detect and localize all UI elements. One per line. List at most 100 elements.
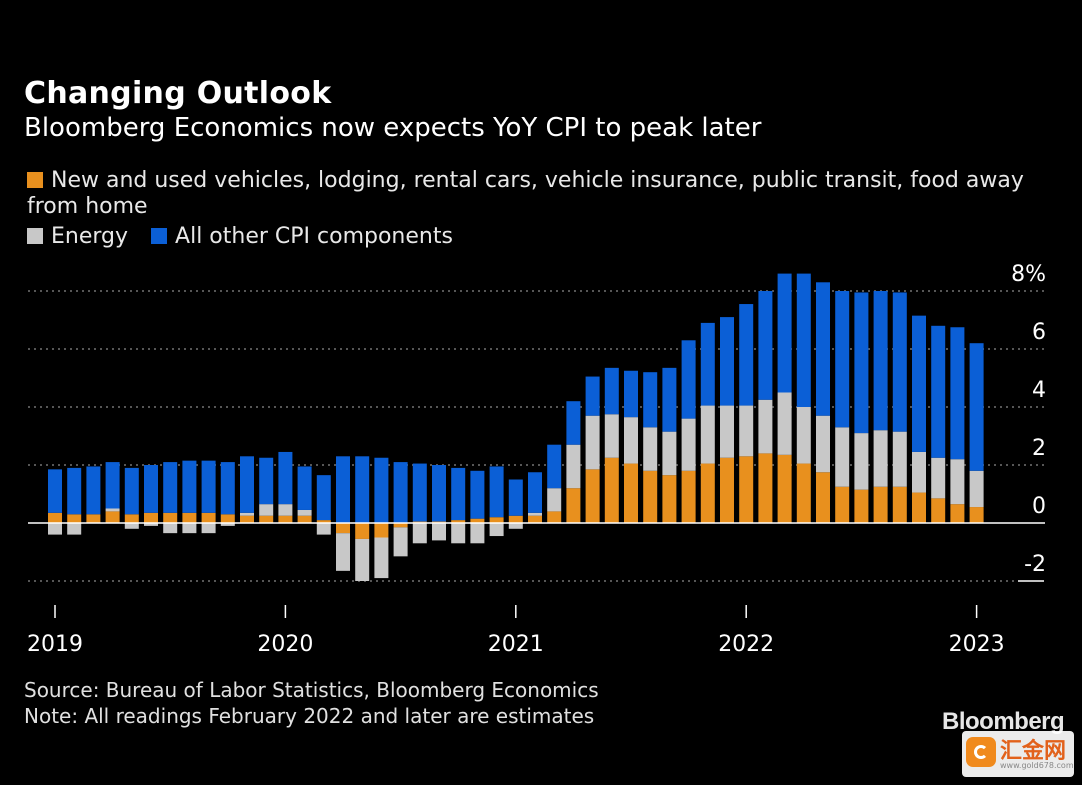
bar-vehicles-18 xyxy=(393,523,408,528)
bar-energy-17 xyxy=(374,537,389,579)
bar-energy-7 xyxy=(182,523,197,534)
bar-energy-8 xyxy=(201,523,216,534)
bar-energy-48 xyxy=(969,470,984,508)
x-tick-label-2022: 2022 xyxy=(718,632,774,657)
bar-energy-23 xyxy=(489,523,504,537)
y-tick-label-1: 6 xyxy=(1032,320,1046,345)
bar-other-23 xyxy=(489,466,504,518)
watermark-url: www.gold678.com xyxy=(1000,761,1074,770)
bar-energy-5 xyxy=(144,523,158,526)
bar-energy-24 xyxy=(508,523,523,529)
bar-vehicles-38 xyxy=(777,454,792,523)
bar-vehicles-12 xyxy=(278,515,293,523)
bar-vehicles-34 xyxy=(700,463,715,523)
bar-vehicles-44 xyxy=(892,486,907,523)
bar-energy-13 xyxy=(297,509,312,516)
y-tick-label-0: 8% xyxy=(1011,262,1046,287)
bar-vehicles-19 xyxy=(412,521,427,523)
bar-vehicles-15 xyxy=(336,523,350,534)
bar-energy-12 xyxy=(278,504,293,516)
bar-vehicles-30 xyxy=(624,463,638,523)
bar-vehicles-29 xyxy=(604,457,619,523)
bar-other-22 xyxy=(470,470,485,519)
bar-layer xyxy=(48,273,984,581)
bar-other-27 xyxy=(566,401,581,445)
chart-subtitle: Bloomberg Economics now expects YoY CPI … xyxy=(24,113,762,143)
bar-vehicles-37 xyxy=(758,453,773,523)
bar-other-4 xyxy=(124,467,139,515)
bar-other-28 xyxy=(585,376,600,416)
bar-energy-39 xyxy=(796,407,811,464)
bar-other-31 xyxy=(643,372,658,428)
bar-other-32 xyxy=(662,367,677,432)
bar-vehicles-27 xyxy=(566,488,581,523)
bar-other-12 xyxy=(278,451,293,505)
bar-vehicles-24 xyxy=(508,515,523,523)
chart-title: Changing Outlook xyxy=(24,76,332,111)
bar-energy-11 xyxy=(259,504,274,516)
bar-other-16 xyxy=(355,456,370,523)
bar-energy-3 xyxy=(105,508,120,512)
bar-other-13 xyxy=(297,466,312,510)
bar-other-15 xyxy=(336,456,350,523)
bar-vehicles-45 xyxy=(912,492,926,523)
bar-energy-28 xyxy=(585,415,600,470)
bar-other-48 xyxy=(969,343,984,471)
bar-energy-10 xyxy=(240,512,254,516)
bar-other-43 xyxy=(873,291,888,431)
bar-vehicles-14 xyxy=(316,520,331,523)
bar-vehicles-13 xyxy=(297,515,312,523)
bar-other-24 xyxy=(508,479,523,516)
bar-vehicles-48 xyxy=(969,507,984,523)
bar-other-14 xyxy=(316,475,331,521)
bar-energy-1 xyxy=(67,523,82,535)
bar-energy-30 xyxy=(624,417,638,464)
bar-vehicles-5 xyxy=(144,512,158,523)
bar-vehicles-7 xyxy=(182,512,197,523)
legend-label-energy: Energy xyxy=(51,224,129,249)
bar-energy-19 xyxy=(412,523,427,544)
bar-other-35 xyxy=(720,317,734,406)
bar-vehicles-8 xyxy=(201,512,216,523)
bar-energy-16 xyxy=(355,538,370,581)
bar-energy-44 xyxy=(892,431,907,487)
bar-energy-43 xyxy=(873,430,888,487)
bar-energy-18 xyxy=(393,527,408,557)
bar-vehicles-46 xyxy=(931,498,946,523)
bar-vehicles-31 xyxy=(643,470,658,523)
bar-other-42 xyxy=(854,292,869,434)
bar-other-21 xyxy=(451,467,466,521)
bar-vehicles-16 xyxy=(355,523,370,539)
bar-energy-38 xyxy=(777,392,792,455)
bar-vehicles-33 xyxy=(681,470,696,523)
bar-energy-22 xyxy=(470,523,485,544)
bar-vehicles-4 xyxy=(124,514,139,523)
watermark-text: 汇金网 xyxy=(1000,739,1067,764)
bar-other-11 xyxy=(259,457,274,505)
bar-energy-45 xyxy=(912,451,926,493)
bar-energy-33 xyxy=(681,418,696,471)
bar-other-46 xyxy=(931,325,946,458)
x-tick-label-2019: 2019 xyxy=(27,632,83,657)
bar-energy-0 xyxy=(48,523,62,535)
bar-vehicles-3 xyxy=(105,511,120,523)
bar-vehicles-35 xyxy=(720,457,734,523)
bar-other-41 xyxy=(835,291,850,428)
bar-vehicles-26 xyxy=(547,511,562,523)
bar-other-20 xyxy=(432,465,446,522)
bar-other-8 xyxy=(201,460,216,513)
bar-energy-25 xyxy=(528,512,542,516)
bar-vehicles-20 xyxy=(432,521,446,523)
bar-other-7 xyxy=(182,460,197,513)
bar-energy-9 xyxy=(220,523,235,526)
y-tick-label-4: 0 xyxy=(1032,494,1046,519)
bar-other-33 xyxy=(681,340,696,419)
bar-energy-36 xyxy=(739,405,754,457)
bar-vehicles-28 xyxy=(585,469,600,523)
bar-vehicles-40 xyxy=(816,472,830,523)
source-text: Source: Bureau of Labor Statistics, Bloo… xyxy=(24,678,599,702)
bar-vehicles-6 xyxy=(163,512,178,523)
legend-label-other: All other CPI components xyxy=(175,224,453,249)
bar-vehicles-36 xyxy=(739,456,754,523)
bar-energy-41 xyxy=(835,427,850,487)
